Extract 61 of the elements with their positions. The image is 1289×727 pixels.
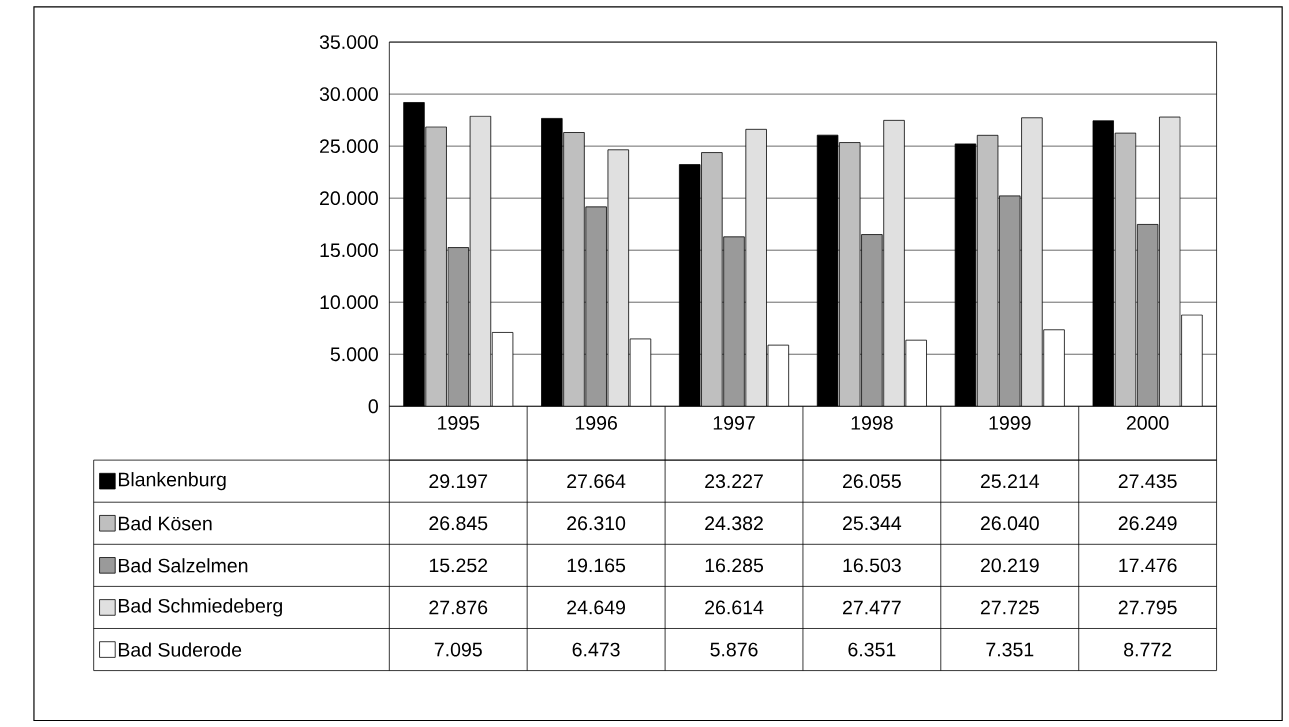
y-tick-label: 20.000 [320, 191, 378, 205]
data-label: 27.435 [1118, 474, 1177, 488]
data-label: 7.095 [434, 642, 482, 657]
x-tick-label: 1997 [713, 415, 755, 430]
data-label: 6.473 [572, 642, 620, 657]
data-label: 5.876 [710, 642, 758, 657]
bar [861, 233, 883, 407]
bar [1159, 116, 1181, 407]
y-tick-label: 35.000 [319, 35, 378, 49]
legend-label: Bad Schmiedeberg [118, 598, 282, 617]
data-label: 27.725 [980, 600, 1039, 615]
data-label: 25.214 [980, 474, 1040, 488]
data-label: 8.772 [1124, 642, 1172, 657]
y-tick-label: 15.000 [320, 243, 378, 257]
data-label: 27.876 [429, 600, 488, 615]
bar [999, 195, 1021, 407]
data-label: 23.227 [705, 474, 763, 488]
bar [1021, 117, 1043, 407]
bar [883, 119, 905, 407]
bar [723, 236, 745, 407]
y-tick-label: 25.000 [320, 139, 378, 153]
data-label: 16.503 [843, 558, 901, 573]
x-tick-label: 1998 [851, 415, 893, 430]
legend-label: Bad Kösen [118, 515, 212, 531]
y-tick-label: 0 [368, 399, 378, 413]
data-label: 26.249 [1118, 516, 1177, 530]
data-label: 26.845 [429, 516, 488, 530]
data-label: 16.285 [705, 558, 764, 573]
data-label: 17.476 [1119, 558, 1177, 573]
bar [745, 128, 767, 407]
data-label: 26.310 [567, 516, 626, 530]
legend-label: Bad Suderode [118, 642, 242, 657]
data-label: 20.219 [980, 558, 1039, 573]
y-tick-label: 30.000 [319, 87, 378, 101]
legend-label: Blankenburg [118, 471, 226, 491]
data-label: 27.795 [1118, 600, 1177, 615]
data-label: 26.055 [843, 474, 901, 488]
x-tick-label: 1999 [989, 415, 1031, 430]
bar [585, 206, 607, 407]
x-tick-label: 2000 [1126, 415, 1169, 430]
x-tick-label: 1995 [438, 415, 480, 430]
bar [607, 149, 630, 407]
data-label: 6.351 [848, 642, 896, 657]
data-label: 27.477 [843, 600, 901, 615]
bar [447, 246, 469, 407]
data-label: 26.614 [705, 600, 764, 615]
bar [469, 115, 492, 407]
y-tick-label: 10.000 [320, 295, 378, 309]
data-label: 26.040 [980, 516, 1039, 530]
bar [1136, 223, 1159, 407]
y-tick-label: 5.000 [330, 347, 378, 361]
data-label: 29.197 [429, 474, 488, 488]
data-label: 27.664 [567, 474, 626, 488]
data-label: 7.351 [986, 642, 1034, 657]
legend-label: Bad Salzelmen [118, 558, 248, 573]
data-label: 24.649 [567, 600, 625, 615]
data-label: 25.344 [843, 516, 902, 530]
data-label: 24.382 [705, 516, 763, 530]
x-tick-label: 1996 [575, 415, 617, 430]
data-label: 19.165 [567, 558, 626, 573]
data-label: 15.252 [429, 558, 488, 573]
